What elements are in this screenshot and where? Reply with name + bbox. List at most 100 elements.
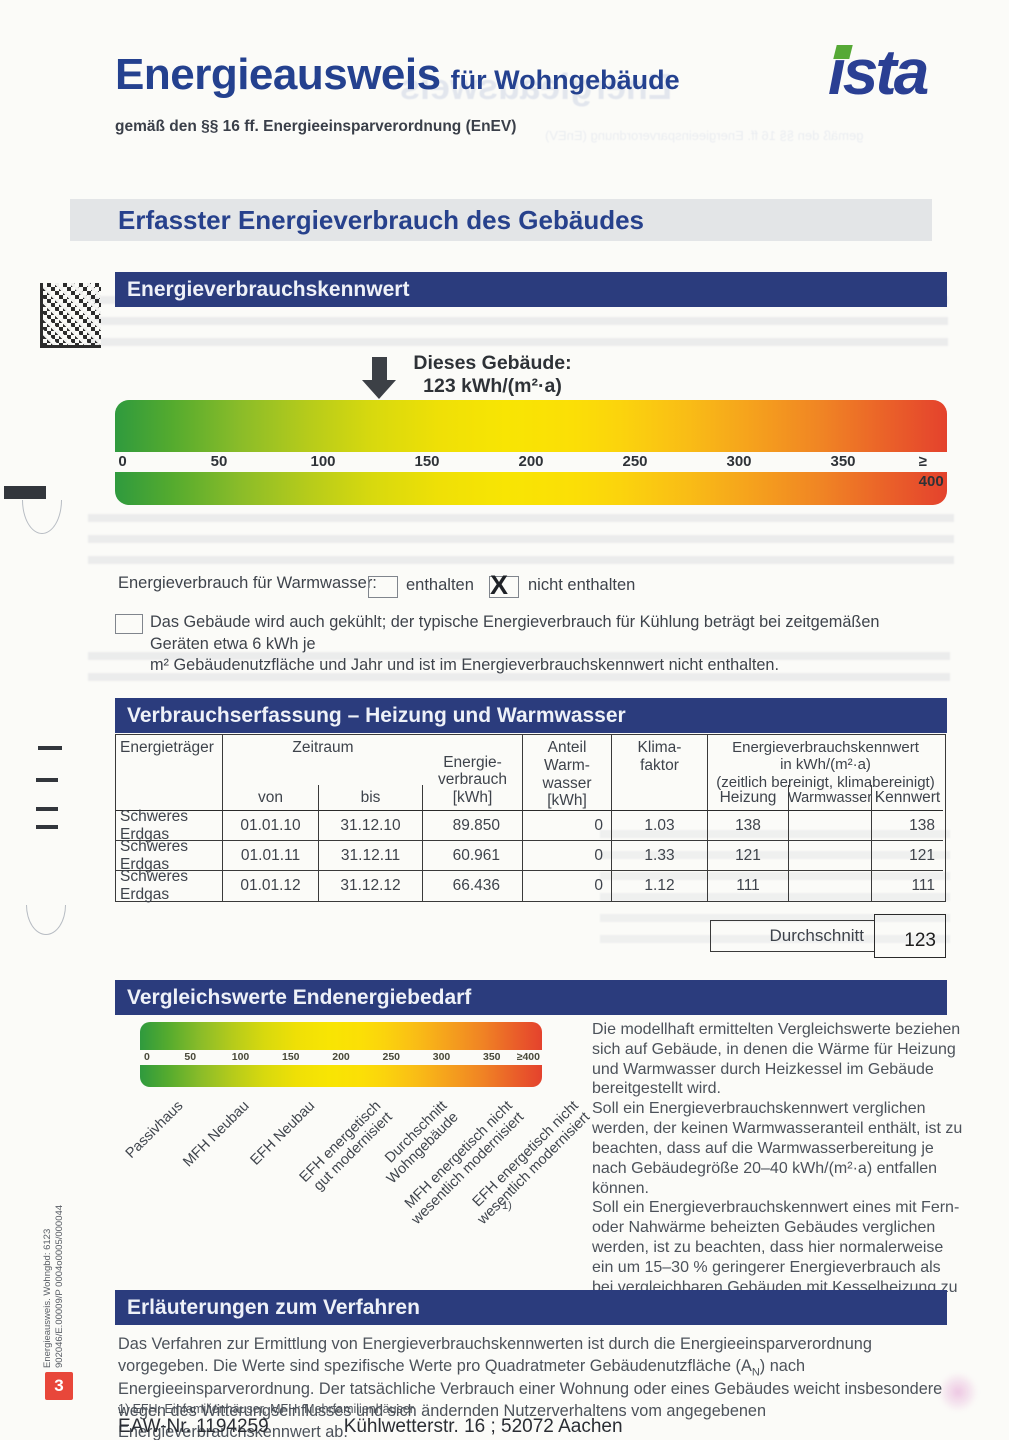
col-header-bis: bis bbox=[318, 785, 423, 811]
warmwasser-label: Energieverbrauch für Warmwasser: bbox=[118, 574, 377, 592]
comparison-scale: 0 50 100 150 200 250 300 350 ≥400 bbox=[140, 1022, 542, 1087]
margin-code-line1: Energieausweis. Wohngbd: 6123 bbox=[42, 1228, 53, 1368]
body-text: ) nach Energieeinsparverordnung. Der tat… bbox=[118, 1356, 943, 1440]
scale-band-top bbox=[115, 400, 947, 452]
table-cell: 60.961 bbox=[423, 841, 523, 871]
subscript-n: N bbox=[751, 1365, 760, 1378]
col-header-kennwert: Kennwert bbox=[872, 785, 943, 811]
label-enthalten: enthalten bbox=[406, 576, 474, 594]
margin-dash bbox=[36, 807, 58, 811]
col-header-anteil: Anteil Warm- wasser [kWh] bbox=[523, 735, 612, 811]
table-cell: 121 bbox=[872, 841, 943, 871]
table-cell: 0 bbox=[523, 841, 612, 871]
scale-tick: 350 bbox=[482, 1051, 501, 1063]
scale-tick: 50 bbox=[210, 453, 228, 470]
building-marker-text: Dieses Gebäude: 123 kWh/(m²·a) bbox=[400, 352, 585, 399]
scale-tick: ≥400 bbox=[516, 1051, 540, 1063]
checkbox-nicht-enthalten bbox=[489, 576, 519, 598]
table-cell: 138 bbox=[872, 811, 943, 841]
table-cell: Schweres Erdgas bbox=[116, 838, 223, 873]
eaw-number: EAW-Nr. 1194259 bbox=[118, 1416, 269, 1437]
scale-tick-strip: 0 50 100 150 200 250 300 350 ≥400 bbox=[140, 1050, 542, 1065]
scale-tick: 100 bbox=[310, 453, 336, 470]
table-cell: 1.33 bbox=[612, 841, 708, 871]
footnote-efh-mfh: 1) EFH: Einfamilienhäuser, MFH: Mehrfami… bbox=[118, 1402, 414, 1416]
bleed-through-lines bbox=[600, 830, 950, 948]
col-header-heizung: Heizung bbox=[708, 785, 788, 811]
table-cell: 111 bbox=[736, 877, 760, 895]
punch-hole-mark bbox=[26, 905, 66, 935]
marker-label: Dieses Gebäude: bbox=[413, 352, 572, 374]
bleed-through-lines bbox=[88, 514, 954, 574]
table-cell: 0 bbox=[523, 811, 612, 841]
comparison-category: Passivhaus bbox=[122, 1098, 187, 1162]
col-header-kennwert-group: Energieverbrauchskennwert in kWh/(m²·a) … bbox=[716, 739, 935, 791]
footer-line: EAW-Nr. 1194259 Kühlwetterstr. 16 ; 52072… bbox=[118, 1416, 623, 1438]
punch-hole-mark bbox=[22, 500, 62, 534]
document-subtitle: gemäß den §§ 16 ff. Energieeinsparverord… bbox=[115, 118, 517, 135]
table-cell: 1.03 bbox=[612, 811, 708, 841]
average-value: 123 bbox=[874, 914, 946, 958]
scale-band-top bbox=[140, 1022, 542, 1050]
checkbox-cooling bbox=[115, 614, 143, 634]
bleed-subtitle-text: gemäß den §§ 16 ff. Energieeinsparverord… bbox=[545, 128, 864, 143]
paragraph: Soll ein Energieverbrauchskennwert vergl… bbox=[592, 1100, 963, 1197]
scale-tick: 150 bbox=[281, 1051, 300, 1063]
comparison-text: Die modellhaft ermittelten Vergleichswer… bbox=[592, 1020, 966, 1317]
table-cell: 121 bbox=[708, 841, 788, 871]
scale-tick: 250 bbox=[382, 1051, 401, 1063]
datamatrix-barcode bbox=[40, 283, 101, 348]
comparison-category: EFH Neubau bbox=[247, 1098, 319, 1169]
scale-tick: 100 bbox=[231, 1051, 250, 1063]
footnote-marker: 1) bbox=[502, 1200, 512, 1212]
table-cell: 01.01.11 bbox=[223, 841, 318, 871]
warmwasser-row: Energieverbrauch für Warmwasser: enthalt… bbox=[118, 572, 948, 600]
scale-band-bottom bbox=[140, 1065, 542, 1087]
margin-dash bbox=[36, 778, 58, 782]
scale-tick: ≥ 400 bbox=[918, 453, 944, 490]
table-cell: 31.12.10 bbox=[318, 811, 423, 841]
scale-tick: 250 bbox=[622, 453, 648, 470]
table-cell bbox=[788, 871, 872, 901]
erlaeuterungen-band-title: Erläuterungen zum Verfahren bbox=[127, 1296, 420, 1319]
paragraph: Die modellhaft ermittelten Vergleichswer… bbox=[592, 1021, 961, 1098]
table-cell: 111 bbox=[911, 877, 935, 895]
erlaeuterungen-band: Erläuterungen zum Verfahren bbox=[115, 1290, 947, 1325]
col-header-zeitraum: Zeitraum bbox=[292, 739, 354, 756]
section-heading-band: Erfasster Energieverbrauch des Gebäudes bbox=[70, 199, 932, 241]
table-cell: 31.12.11 bbox=[318, 841, 423, 871]
registration-mark bbox=[4, 486, 46, 499]
table-cell: 01.01.12 bbox=[240, 877, 301, 895]
scale-tick: 200 bbox=[518, 453, 544, 470]
title-suffix: für Wohngebäude bbox=[450, 65, 680, 95]
comparison-category: MFH Neubau bbox=[180, 1098, 253, 1171]
checkbox-enthalten bbox=[368, 576, 398, 598]
body-text: Das Verfahren zur Ermittlung von Energie… bbox=[118, 1335, 872, 1375]
scale-tick: 0 bbox=[144, 1051, 150, 1063]
vergleich-band: Vergleichswerte Endenergiebedarf bbox=[115, 980, 947, 1015]
table-cell bbox=[788, 811, 872, 841]
vergleich-band-title: Vergleichswerte Endenergiebedarf bbox=[127, 986, 472, 1009]
ista-logo: ista bbox=[828, 40, 929, 104]
table-cell: Schweres Erdgas bbox=[116, 808, 223, 843]
section-heading: Erfasster Energieverbrauch des Gebäudes bbox=[118, 205, 645, 235]
erlaeuterungen-body: Das Verfahren zur Ermittlung von Energie… bbox=[118, 1334, 964, 1440]
consumption-table: Energieträger Zeitraum Energie- verbrauc… bbox=[115, 734, 946, 903]
table-cell: 01.01.10 bbox=[223, 811, 318, 841]
table-band-title: Verbrauchserfassung – Heizung und Warmwa… bbox=[127, 704, 626, 727]
table-cell: 31.12.12 bbox=[318, 871, 423, 901]
label-nicht-enthalten: nicht enthalten bbox=[528, 576, 636, 594]
margin-code-line2: 902046/E.00009/P 0004o0005/000044 bbox=[54, 1204, 66, 1368]
table-cell: 89.850 bbox=[423, 811, 523, 841]
scale-band-bottom bbox=[115, 472, 947, 505]
scale-tick: 50 bbox=[184, 1051, 197, 1063]
table-cell: 138 bbox=[708, 811, 788, 841]
col-header-von: von bbox=[223, 785, 318, 811]
arrow-head bbox=[362, 380, 396, 399]
table-cell: 1.12 bbox=[612, 871, 708, 901]
page-number-badge: 3 bbox=[45, 1372, 73, 1400]
scale-tick: 300 bbox=[726, 453, 752, 470]
col-header-energietraeger: Energieträger bbox=[116, 735, 223, 811]
scale-tick: 200 bbox=[332, 1051, 350, 1063]
